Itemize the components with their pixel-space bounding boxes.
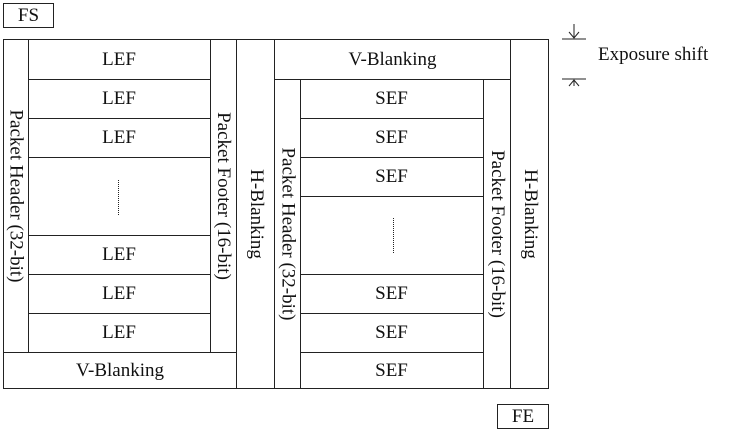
- lef-header-divider: [28, 39, 29, 352]
- sef-row-divider: [300, 196, 483, 197]
- h-blanking-middle: H-Blanking: [245, 169, 267, 259]
- sef-row: SEF: [375, 126, 408, 148]
- fs-label: FS: [17, 4, 40, 26]
- lef-packet-footer: Packet Footer (16-bit): [213, 111, 235, 280]
- lef-footer-divider: [210, 39, 211, 352]
- lef-row-divider: [28, 118, 210, 119]
- lef-row: LEF: [102, 243, 136, 265]
- lef-row: LEF: [102, 282, 136, 304]
- lef-row: LEF: [102, 87, 136, 109]
- fs-marker: [3, 3, 54, 28]
- exposure-shift-arrows-icon: [562, 24, 586, 87]
- sef-row: SEF: [375, 87, 408, 109]
- sef-packet-footer: Packet Footer (16-bit): [487, 150, 509, 318]
- h-blanking-divider: [274, 39, 275, 389]
- lef-row-divider: [28, 235, 210, 236]
- lef-row: LEF: [102, 321, 136, 343]
- sef-vblank-divider: [274, 79, 510, 80]
- sef-row: SEF: [375, 321, 408, 343]
- sef-row: SEF: [375, 165, 408, 187]
- sef-row-divider: [300, 274, 483, 275]
- sef-packet-header: Packet Header (32-bit): [277, 147, 299, 321]
- sef-v-blanking: V-Blanking: [348, 48, 437, 70]
- sef-row: SEF: [375, 359, 408, 381]
- sef-row: SEF: [375, 282, 408, 304]
- lef-row-divider: [28, 313, 210, 314]
- sef-footer-divider: [483, 79, 484, 389]
- h-blanking-right: H-Blanking: [520, 169, 541, 259]
- sef-header-divider: [300, 79, 301, 389]
- lef-row-divider: [28, 274, 210, 275]
- lef-row-divider: [28, 157, 210, 158]
- sef-row-divider: [300, 352, 483, 353]
- lef-bottom-divider: [3, 352, 237, 353]
- sef-row-divider: [300, 118, 483, 119]
- h-blanking-right-divider: [510, 39, 511, 389]
- lef-ellipsis: [118, 180, 119, 215]
- sef-ellipsis: [393, 218, 394, 253]
- sef-row-divider: [300, 157, 483, 158]
- lef-packet-header: Packet Header (32-bit): [5, 108, 27, 283]
- frame-outline: [3, 39, 549, 389]
- lef-v-blanking: V-Blanking: [76, 359, 164, 381]
- lef-row: LEF: [102, 126, 136, 148]
- exposure-shift-label: Exposure shift: [598, 44, 709, 65]
- fe-label: FE: [511, 405, 535, 427]
- fe-marker: [497, 404, 549, 429]
- h-blanking-divider: [236, 39, 237, 389]
- sef-row-divider: [300, 313, 483, 314]
- lef-row-divider: [28, 79, 210, 80]
- lef-row: LEF: [102, 48, 136, 70]
